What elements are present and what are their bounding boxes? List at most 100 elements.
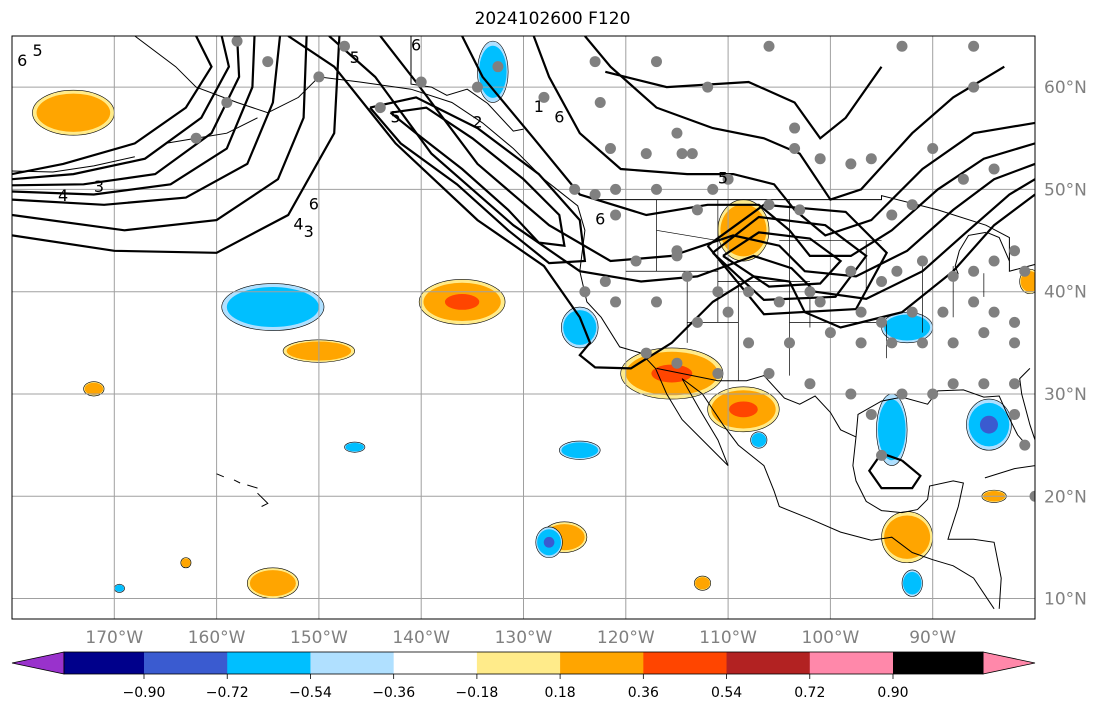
station-marker (937, 306, 949, 318)
station-marker (594, 96, 606, 108)
station-marker (743, 286, 755, 298)
longitude-tick-labels: 170°W 160°W 150°W 140°W 130°W 120°W 110°W 100°W… (85, 628, 956, 648)
colorbar-tick-label: 0.18 (545, 685, 576, 701)
station-marker (599, 275, 611, 287)
colorbar-segment (144, 652, 228, 674)
longitude-label: 100°W (802, 628, 860, 648)
contour-line (722, 231, 843, 288)
contour-line (389, 106, 566, 247)
colorbar-tick-label: 0.90 (877, 685, 908, 701)
positive-anomaly-region-core (84, 382, 104, 395)
station-marker (691, 316, 703, 328)
coastline (12, 156, 135, 173)
longitude-label: 140°W (392, 628, 450, 648)
negative-anomaly-region-core (751, 433, 767, 447)
station-marker (865, 153, 877, 165)
longitude-label: 130°W (495, 628, 553, 648)
latitude-label: 30°N (1044, 385, 1087, 405)
station-marker (968, 40, 980, 52)
contour-line (12, 36, 341, 254)
station-marker (763, 368, 775, 380)
contour-line (712, 215, 868, 302)
colorbar-tick-labels: −0.90 −0.72 −0.54 −0.36 −0.18 0.18 0.36 0.54 0.7… (123, 674, 909, 701)
colorbar-tick-label: 0.72 (794, 685, 825, 701)
station-marker (988, 163, 1000, 175)
contour-label: 4 (58, 186, 68, 205)
coastline (984, 465, 1035, 479)
contour-label: 6 (595, 210, 605, 229)
coastlines-and-borders (12, 36, 1035, 610)
longitude-label: 110°W (699, 628, 757, 648)
station-marker (650, 56, 662, 68)
contour-label: 5 (718, 169, 728, 188)
contour-label: 5 (350, 48, 360, 67)
station-marker (262, 56, 274, 68)
map-frame (11, 35, 1036, 620)
latitude-label: 50°N (1044, 180, 1087, 200)
colorbar-extend-low (11, 651, 65, 675)
station-marker (338, 40, 350, 52)
contour-line (12, 36, 213, 176)
station-marker (794, 204, 806, 216)
longitude-label: 150°W (290, 628, 348, 648)
station-marker (691, 204, 703, 216)
station-marker (610, 183, 622, 195)
station-marker (906, 306, 918, 318)
station-marker (671, 127, 683, 139)
latitude-label: 40°N (1044, 283, 1087, 303)
station-marker (640, 148, 652, 160)
latitude-tick-labels: 60°N 50°N 40°N 30°N 20°N 10°N (1044, 78, 1087, 609)
station-marker (824, 327, 836, 339)
station-marker (845, 388, 857, 400)
station-marker (968, 296, 980, 308)
station-marker (722, 173, 734, 185)
station-marker (865, 408, 877, 420)
longitude-label: 170°W (85, 628, 143, 648)
station-marker (789, 122, 801, 134)
colorbar-segment (809, 652, 894, 674)
colorbar-segment (643, 652, 728, 674)
contour-line (605, 66, 883, 140)
contour-line (12, 36, 256, 196)
positive-anomaly-region-core (249, 570, 296, 597)
colorbar-segment (393, 652, 478, 674)
graticule (12, 36, 1035, 619)
colorbar-segment (310, 652, 395, 674)
contour-label: 6 (17, 51, 27, 70)
station-marker (712, 286, 724, 298)
station-marker (957, 173, 969, 185)
station-marker (886, 337, 898, 349)
station-marker (1009, 408, 1021, 420)
colorbar-tick-label: −0.36 (372, 685, 415, 701)
station-marker (471, 81, 483, 93)
station-marker (855, 337, 867, 349)
negative-anomaly-region-core (563, 310, 597, 345)
negative-anomaly-region-core (345, 442, 364, 452)
negative-anomaly-region-core (561, 442, 599, 459)
station-marker (630, 255, 642, 267)
station-marker (1009, 378, 1021, 390)
contour-line (461, 36, 1035, 257)
station-marker (650, 296, 662, 308)
station-marker (988, 255, 1000, 267)
latitude-label: 60°N (1044, 78, 1087, 98)
negative-anomaly-region-peak (979, 415, 998, 434)
negative-anomaly-region-core (226, 287, 319, 328)
contour-label: 6 (554, 107, 564, 126)
station-marker (886, 209, 898, 221)
station-marker (978, 378, 990, 390)
station-marker (604, 143, 616, 155)
coastline (656, 367, 857, 438)
station-marker (906, 199, 918, 211)
station-marker (891, 265, 903, 277)
station-marker (589, 189, 601, 201)
station-marker (707, 183, 719, 195)
station-marker (743, 337, 755, 349)
contour-line (12, 36, 308, 232)
negative-anomaly-region-core (114, 584, 125, 592)
longitude-label: 160°W (188, 628, 246, 648)
colorbar-segment (893, 652, 984, 674)
anomaly-shading (32, 40, 1035, 599)
station-marker (916, 337, 928, 349)
